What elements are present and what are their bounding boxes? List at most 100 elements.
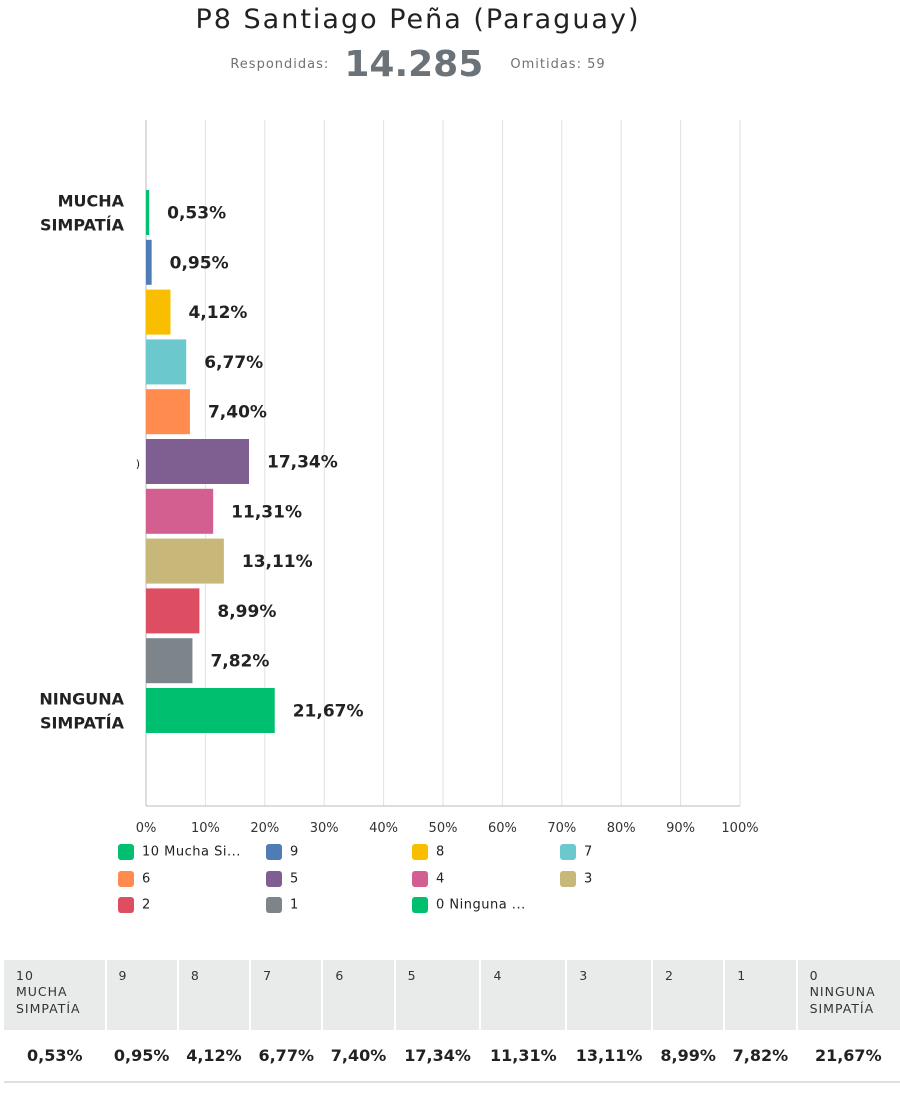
x-tick-label: 40% [369, 821, 398, 836]
legend-swatch [412, 871, 428, 887]
legend-item: 8 [412, 844, 445, 864]
legend-item: 4 [412, 871, 445, 891]
table-cell: 4,12% [177, 1030, 251, 1083]
bar [146, 239, 152, 285]
legend-label: 3 [584, 871, 593, 887]
table-header: 8 [176, 960, 251, 1030]
table-cell: 8,99% [652, 1030, 725, 1083]
y-tick-label: ) [136, 458, 140, 471]
legend-label: 6 [142, 871, 151, 887]
x-tick-label: 50% [429, 821, 458, 836]
table-cell: 11,31% [480, 1030, 567, 1083]
data-label: 0,53% [167, 204, 226, 224]
bar [146, 638, 193, 684]
answered-count: 14.285 [344, 44, 484, 85]
data-label: 7,82% [210, 652, 269, 672]
table-header: 2 [650, 960, 725, 1030]
bar-chart: 0% 10% 20% 30% 40% 50% 60% 70% 80% 90% 100% 0,53% 0,… [39, 120, 759, 836]
legend-swatch [412, 844, 428, 860]
page-title: P8 Santiago Peña (Paraguay) [195, 4, 641, 35]
table-header: 5 [393, 960, 481, 1030]
legend-item: 10 Mucha Si... [118, 844, 241, 864]
x-tick-label: 30% [310, 821, 339, 836]
table-header: 7 [249, 960, 323, 1030]
table-header: 4 [479, 960, 567, 1030]
legend-swatch [118, 897, 134, 913]
skipped-label: Omitidas: 59 [510, 57, 606, 72]
bar [146, 389, 190, 435]
table-cell: 7,40% [322, 1030, 395, 1083]
data-label: 8,99% [217, 602, 276, 622]
table-header: 10 MUCHA SIMPATÍA [4, 960, 106, 1030]
data-label: 0,95% [170, 253, 229, 273]
data-label: 21,67% [293, 702, 364, 722]
legend-swatch [118, 871, 134, 887]
table-header: 6 [321, 960, 395, 1030]
bar [146, 488, 214, 534]
legend-item: 9 [266, 844, 299, 864]
results-table: 10 MUCHA SIMPATÍA 9 8 7 6 5 4 3 2 1 0 NINGUNA SIMPATÍA… [4, 960, 900, 1083]
bar [146, 538, 224, 584]
table-header: 9 [104, 960, 178, 1030]
legend-item: 5 [266, 871, 299, 891]
y-tick-label: NINGUNA [39, 690, 124, 709]
legend-label: 2 [142, 897, 151, 913]
y-tick-label: SIMPATÍA [40, 714, 125, 733]
data-label: 6,77% [204, 353, 263, 373]
response-stats: Respondidas: 14.285 Omitidas: 59 [0, 44, 836, 85]
data-label: 4,12% [188, 303, 247, 323]
legend-item: 1 [266, 897, 299, 917]
x-tick-label: 0% [136, 821, 157, 836]
table-cell: 21,67% [796, 1030, 900, 1083]
legend-label: 8 [436, 844, 445, 860]
legend-swatch [266, 844, 282, 860]
legend-item: 7 [560, 844, 593, 864]
legend-swatch [412, 897, 428, 913]
legend-item: 2 [118, 897, 151, 917]
table-cell: 13,11% [566, 1030, 652, 1083]
table-header: 1 [723, 960, 797, 1030]
table-header-row: 10 MUCHA SIMPATÍA 9 8 7 6 5 4 3 2 1 0 NINGUNA SIMPATÍA [4, 960, 900, 1030]
x-tick-label: 70% [547, 821, 576, 836]
legend-item: 3 [560, 871, 593, 891]
bar [146, 588, 200, 634]
legend-label: 5 [290, 871, 299, 887]
x-tick-label: 90% [666, 821, 695, 836]
answered-label: Respondidas: [230, 57, 330, 72]
data-label: 13,11% [242, 552, 313, 572]
y-tick-label: SIMPATÍA [40, 216, 125, 235]
table-header: 0 NINGUNA SIMPATÍA [795, 960, 900, 1030]
table-cell: 0,53% [4, 1030, 106, 1083]
x-tick-label: 10% [191, 821, 220, 836]
legend-item: 0 Ninguna ... [412, 897, 526, 917]
legend-label: 7 [584, 844, 593, 860]
data-label: 17,34% [267, 453, 338, 473]
y-tick-label: MUCHA [58, 192, 125, 211]
legend-label: 0 Ninguna ... [436, 897, 526, 913]
legend-item: 6 [118, 871, 151, 891]
table-header: 3 [565, 960, 652, 1030]
legend-swatch [560, 844, 576, 860]
x-tick-label: 80% [607, 821, 636, 836]
data-label: 7,40% [208, 403, 267, 423]
bar [146, 439, 249, 484]
data-label: 11,31% [231, 502, 302, 522]
bar [146, 289, 171, 335]
bar [146, 688, 275, 733]
legend-label: 9 [290, 844, 299, 860]
legend-swatch [266, 871, 282, 887]
legend-swatch [266, 897, 282, 913]
x-tick-label: 100% [721, 821, 758, 836]
bar [146, 190, 150, 235]
table-cell: 7,82% [724, 1030, 797, 1083]
legend-label: 1 [290, 897, 299, 913]
legend-label: 4 [436, 871, 445, 887]
x-tick-label: 60% [488, 821, 517, 836]
table-cell: 0,95% [105, 1030, 178, 1083]
table-cell: 6,77% [250, 1030, 323, 1083]
x-tick-label: 20% [250, 821, 279, 836]
legend-swatch [118, 844, 134, 860]
legend-label: 10 Mucha Si... [142, 844, 241, 860]
legend-swatch [560, 871, 576, 887]
table-cell: 17,34% [394, 1030, 481, 1083]
